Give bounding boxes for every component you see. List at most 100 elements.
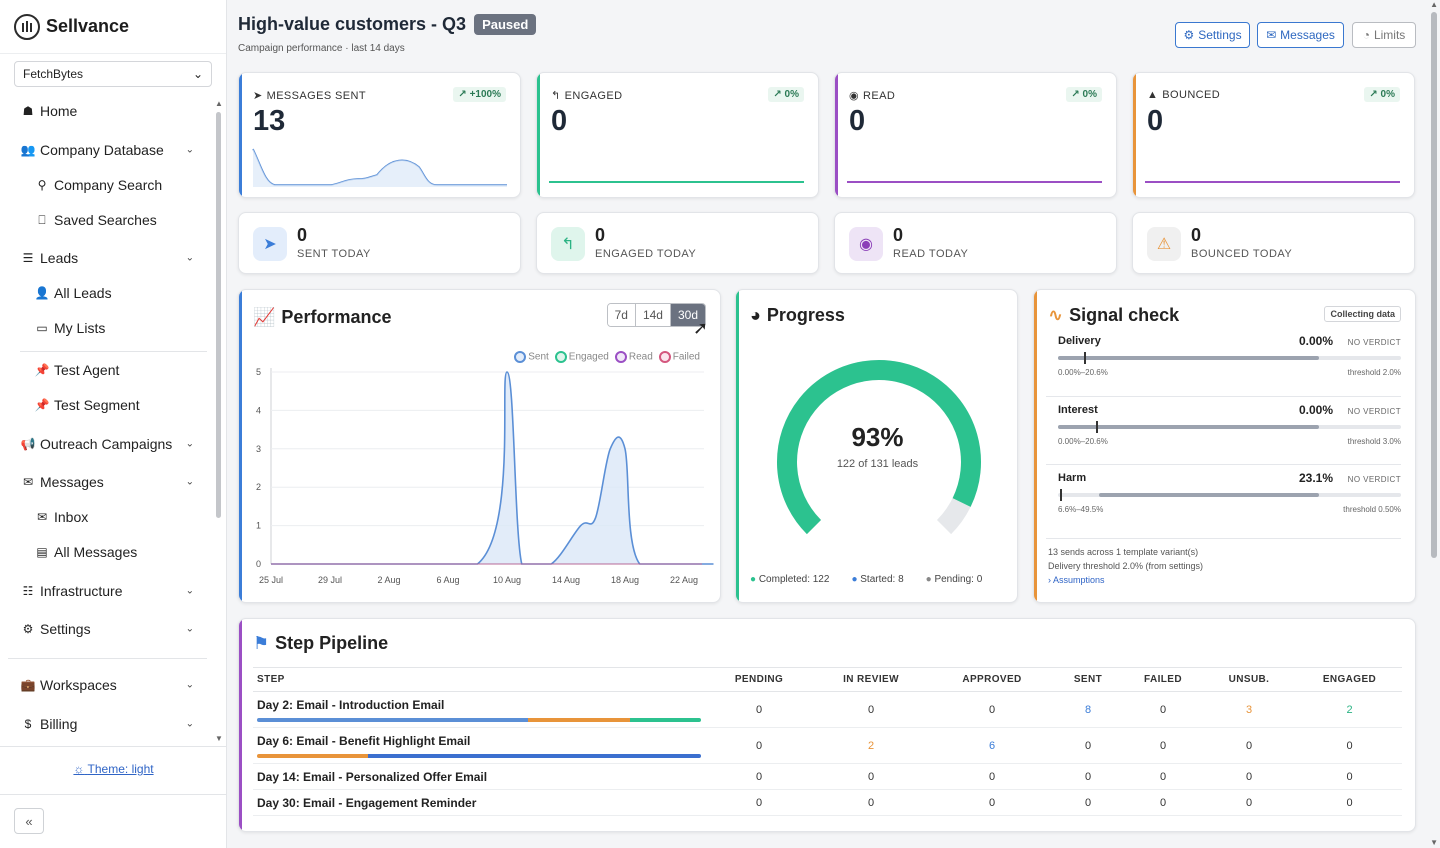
today-value: 0 bbox=[1191, 225, 1202, 245]
sidebar-item-company-search[interactable]: ⚲ Company Search bbox=[34, 177, 214, 193]
button-label: Settings bbox=[1198, 28, 1242, 42]
sidebar-item-infrastructure[interactable]: ☷ Infrastructure ⌄ bbox=[20, 583, 200, 599]
sidebar-item-workspaces[interactable]: 💼 Workspaces ⌄ bbox=[20, 677, 200, 693]
legend-read[interactable]: Read bbox=[614, 351, 653, 363]
scroll-down-icon[interactable]: ▼ bbox=[1430, 838, 1438, 847]
scroll-down-icon[interactable]: ▼ bbox=[215, 734, 223, 743]
kpi-label-text: ENGAGED bbox=[564, 89, 623, 102]
accent-bar bbox=[239, 73, 242, 197]
legend-label: Sent bbox=[528, 351, 549, 363]
kpi-label: ↰ ENGAGED bbox=[551, 89, 623, 103]
divider bbox=[0, 746, 227, 747]
sparkline bbox=[1145, 181, 1400, 183]
brand-name: Sellvance bbox=[46, 16, 130, 36]
accent-bar bbox=[835, 73, 838, 197]
y-tick-label: 5 bbox=[256, 367, 261, 377]
table-row[interactable]: Day 14: Email - Personalized Offer Email… bbox=[253, 763, 1402, 790]
column-header: IN REVIEW bbox=[809, 667, 933, 692]
pending-cell: 0 bbox=[709, 789, 809, 816]
table-row[interactable]: Day 30: Email - Engagement Reminder 0 0 … bbox=[253, 789, 1402, 816]
sidebar-item-my-lists[interactable]: ▭ My Lists bbox=[34, 320, 214, 336]
divider bbox=[1046, 464, 1401, 465]
dollar-icon: $ bbox=[24, 717, 32, 731]
engaged-cell: 0 bbox=[1297, 727, 1402, 764]
sidebar-item-messages[interactable]: ✉ Messages ⌄ bbox=[20, 474, 200, 490]
sidebar-item-company-database[interactable]: 👥 Company Database ⌄ bbox=[20, 142, 200, 158]
range-14d-button[interactable]: 14d bbox=[635, 304, 671, 326]
sidebar-item-all-messages[interactable]: ▤ All Messages bbox=[34, 544, 214, 560]
range-7d-button[interactable]: 7d bbox=[607, 304, 636, 326]
panel-title-text: Signal check bbox=[1069, 305, 1180, 325]
settings-button[interactable]: ⚙ Settings bbox=[1175, 22, 1250, 48]
sidebar-item-billing[interactable]: $ Billing ⌄ bbox=[20, 716, 200, 732]
sidebar-item-label: Settings bbox=[40, 621, 91, 637]
unsub-cell: 0 bbox=[1201, 763, 1297, 790]
legend-failed[interactable]: Failed bbox=[658, 351, 700, 363]
sidebar-scrollbar[interactable] bbox=[216, 112, 221, 518]
warning-icon: ⚠ bbox=[1147, 227, 1181, 261]
legend-label: Pending: 0 bbox=[934, 574, 983, 585]
eye-icon: ◉ bbox=[849, 90, 859, 102]
sidebar-item-test-segment[interactable]: 📌 Test Segment bbox=[34, 397, 214, 413]
kpi-value: 0 bbox=[551, 105, 568, 137]
approved-cell: 6 bbox=[933, 727, 1051, 764]
limits-button[interactable]: ◔ Limits bbox=[1352, 22, 1416, 48]
sidebar-item-all-leads[interactable]: 👤 All Leads bbox=[34, 285, 214, 301]
workspace-value: FetchBytes bbox=[23, 67, 84, 81]
sidebar-item-label: Infrastructure bbox=[40, 583, 123, 599]
legend-engaged[interactable]: Engaged bbox=[554, 351, 609, 363]
reply-icon: ↰ bbox=[551, 227, 585, 261]
chevron-down-icon: ⌄ bbox=[185, 476, 194, 488]
theme-toggle[interactable]: ☼ Theme: light bbox=[0, 762, 227, 776]
users-icon: 👥 bbox=[20, 143, 36, 157]
sidebar-item-label: Outreach Campaigns bbox=[40, 436, 173, 452]
workspace-select[interactable]: FetchBytes ⌄ bbox=[14, 61, 212, 87]
column-header: PENDING bbox=[709, 667, 809, 692]
sidebar-item-inbox[interactable]: ✉ Inbox bbox=[34, 509, 214, 525]
table-row[interactable]: Day 6: Email - Benefit Highlight Email 0… bbox=[253, 727, 1402, 764]
pin-icon: 📌 bbox=[34, 398, 50, 412]
range-30d-button[interactable]: 30d bbox=[670, 304, 705, 326]
kpi-label: ◉ READ bbox=[849, 89, 895, 103]
progress-gauge bbox=[777, 360, 981, 535]
table-row[interactable]: Day 2: Email - Introduction Email 0 0 0 … bbox=[253, 691, 1402, 728]
megaphone-icon: 📢 bbox=[20, 437, 36, 451]
scroll-up-icon[interactable]: ▲ bbox=[1430, 0, 1438, 9]
send-icon: ➤ bbox=[253, 90, 263, 102]
today-label: SENT TODAY bbox=[297, 248, 371, 260]
button-label: Messages bbox=[1280, 28, 1335, 42]
sidebar-item-saved-searches[interactable]: ⎕ Saved Searches bbox=[34, 212, 214, 228]
column-header: STEP bbox=[253, 667, 709, 692]
main-scrollbar[interactable] bbox=[1431, 12, 1437, 558]
signal-harm-value: 23.1% bbox=[1298, 471, 1333, 485]
in-review-cell: 0 bbox=[809, 763, 933, 790]
chevron-down-icon: ⌄ bbox=[185, 438, 194, 450]
sidebar-item-home[interactable]: ☗ Home bbox=[20, 103, 200, 119]
signal-harm-range: 6.6%–49.5% bbox=[1058, 505, 1104, 514]
today-value: 0 bbox=[893, 225, 904, 245]
signal-note-threshold: Delivery threshold 2.0% (from settings) bbox=[1048, 561, 1204, 571]
progress-sub: 122 of 131 leads bbox=[836, 458, 919, 470]
kpi-card-messages-sent: ➤ MESSAGES SENT ↗ +100% 13 bbox=[238, 72, 521, 198]
chevron-down-icon: ⌄ bbox=[185, 144, 194, 156]
sidebar-item-label: Workspaces bbox=[40, 677, 117, 693]
y-tick-label: 2 bbox=[256, 482, 261, 492]
y-tick-label: 4 bbox=[256, 405, 261, 415]
legend-completed: ● Completed: 122 bbox=[750, 574, 830, 585]
sliders-icon: ☷ bbox=[22, 584, 34, 598]
sidebar-item-test-agent[interactable]: 📌 Test Agent bbox=[34, 362, 214, 378]
in-review-cell: 0 bbox=[809, 691, 933, 728]
sidebar-item-leads[interactable]: ☰ Leads ⌄ bbox=[20, 250, 200, 266]
collapse-sidebar-button[interactable]: « bbox=[14, 808, 44, 834]
kpi-delta: ↗ 0% bbox=[768, 87, 804, 102]
messages-button[interactable]: ✉ Messages bbox=[1257, 22, 1344, 48]
assumptions-link[interactable]: › Assumptions bbox=[1048, 575, 1105, 585]
sidebar-item-outreach-campaigns[interactable]: 📢 Outreach Campaigns ⌄ bbox=[20, 436, 200, 452]
page-subtitle: Campaign performance · last 14 days bbox=[238, 43, 405, 54]
warning-icon: ▲ bbox=[1147, 89, 1159, 101]
sidebar-item-settings[interactable]: ⚙ Settings ⌄ bbox=[20, 621, 200, 637]
scroll-up-icon[interactable]: ▲ bbox=[215, 99, 223, 108]
legend-sent[interactable]: Sent bbox=[514, 351, 549, 363]
range-selector: 7d 14d 30d bbox=[606, 303, 706, 327]
performance-panel: 📈 Performance 7d 14d 30d Sent Engaged Rea… bbox=[238, 289, 721, 603]
